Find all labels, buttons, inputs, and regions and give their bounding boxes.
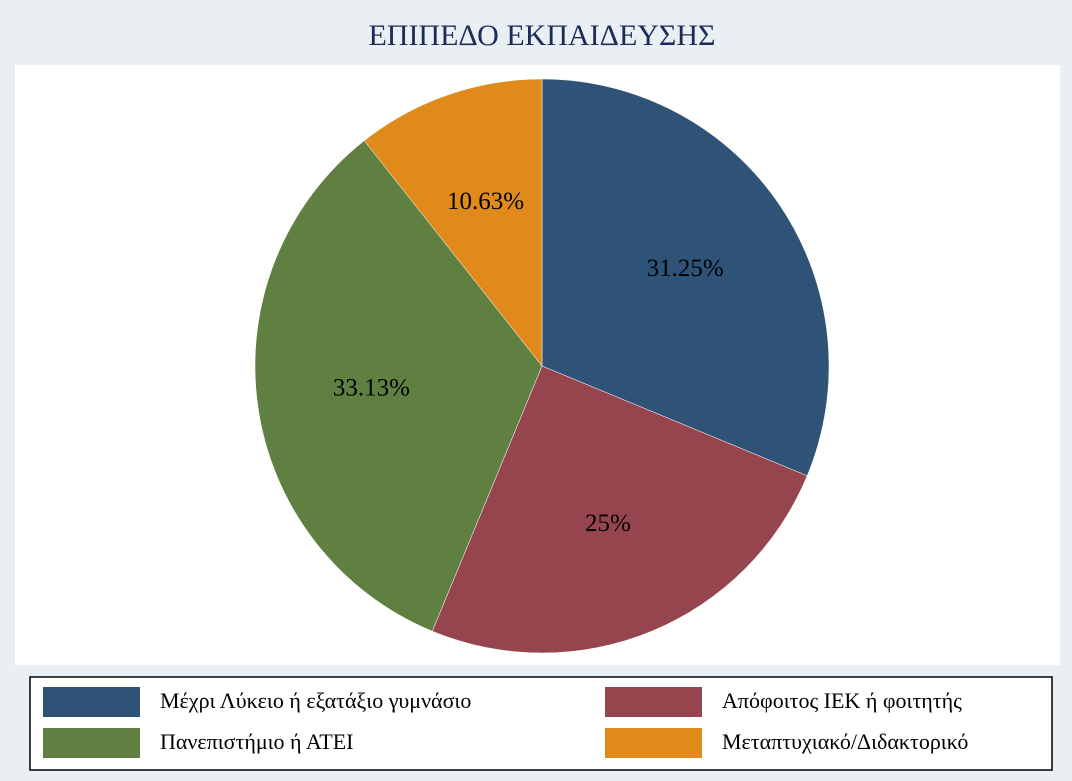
data-label: 10.63% [447,188,524,215]
chart-title: ΕΠΙΠΕΔΟ ΕΚΠΑΙΔΕΥΣΗΣ [368,19,715,52]
data-label: 31.25% [647,255,724,282]
legend-swatch [43,728,140,758]
pie-slice [541,78,830,477]
legend-swatch [605,687,702,717]
legend-swatch [605,728,702,758]
pie-slice [431,365,808,654]
legend-label: Μέχρι Λύκειο ή εξατάξιο γυμνάσιο [160,688,471,713]
legend-swatch [43,687,140,717]
pie-slice [254,140,543,632]
legend-label: Μεταπτυχιακό/Διδακτορικό [722,729,968,754]
data-label: 33.13% [333,374,410,401]
legend-label: Πανεπιστήμιο ή ΑΤΕΙ [160,729,354,754]
data-label: 25% [585,510,631,537]
legend-box [29,676,1053,771]
legend-label: Απόφοιτος ΙΕΚ ή φοιτητής [722,688,962,713]
pie-slice [363,78,543,367]
